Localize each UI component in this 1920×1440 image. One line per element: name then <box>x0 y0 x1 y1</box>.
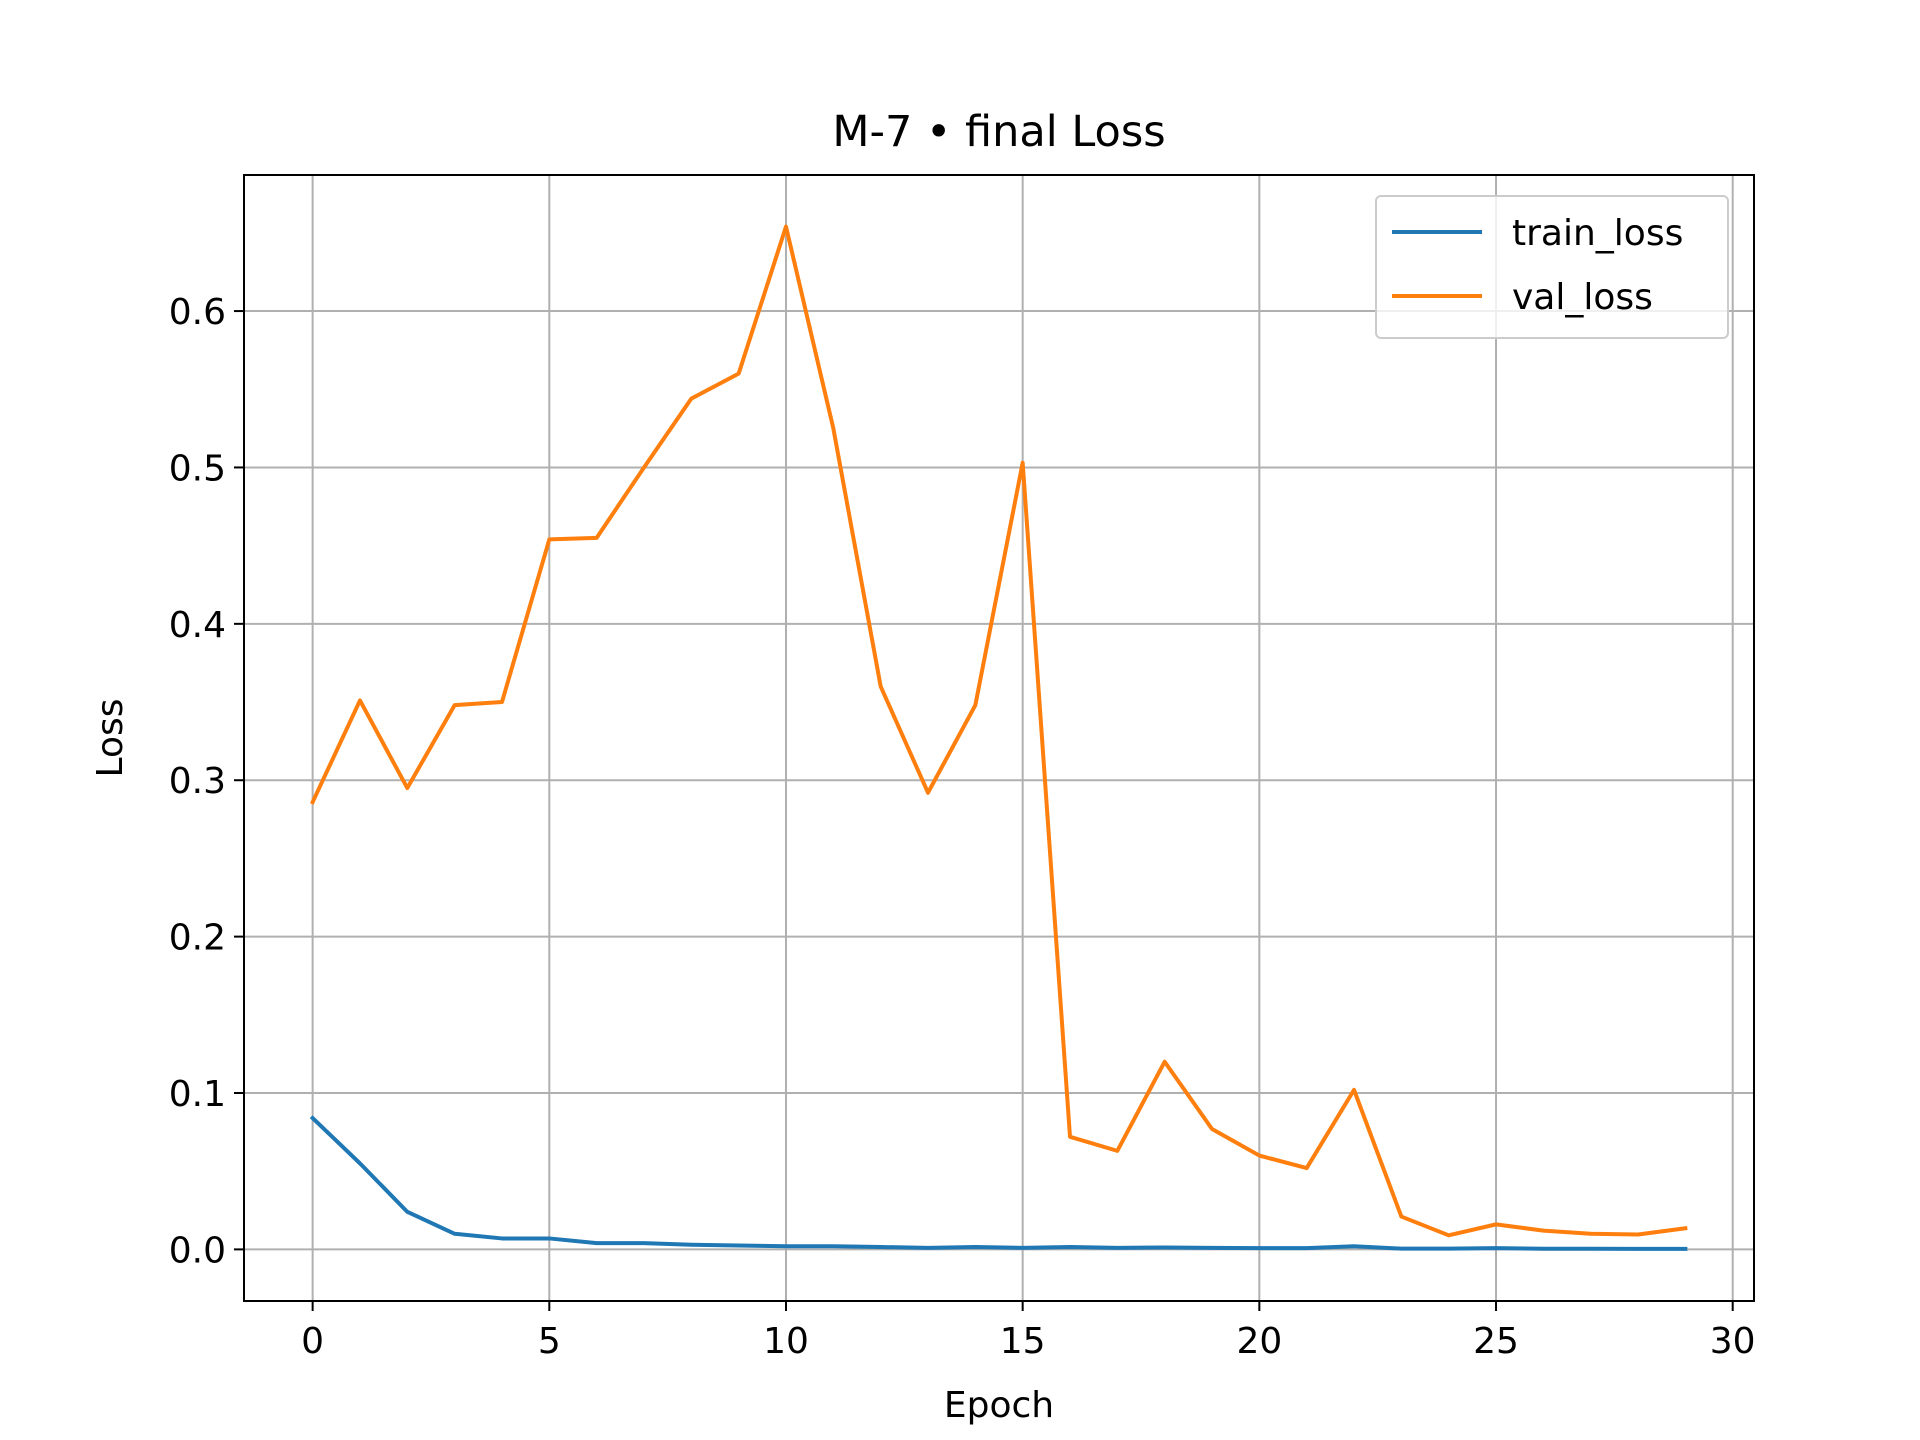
x-tick-label: 20 <box>1236 1321 1282 1362</box>
y-tick-label: 0.0 <box>169 1230 226 1271</box>
chart-title: M-7 • final Loss <box>832 107 1165 157</box>
axis-ticks: 0 5 10 15 20 25 30 0.0 0.1 0.2 0.3 0.4 0.5 0.6 <box>169 292 1756 1362</box>
x-tick-label: 15 <box>1000 1321 1046 1362</box>
y-tick-label: 0.2 <box>169 918 226 959</box>
series-line-train-loss <box>309 1115 1688 1251</box>
x-tick-label: 30 <box>1710 1321 1756 1362</box>
y-tick-label: 0.5 <box>169 448 226 489</box>
y-tick-label: 0.3 <box>169 761 226 802</box>
x-tick-label: 10 <box>763 1321 809 1362</box>
legend-label-val-loss: val_loss <box>1512 277 1653 318</box>
series-lines <box>309 224 1688 1251</box>
y-tick-label: 0.4 <box>169 605 226 646</box>
plot-frame <box>243 174 1755 1302</box>
grid <box>244 175 1754 1301</box>
legend-label-train-loss: train_loss <box>1512 213 1683 254</box>
x-axis-title: Epoch <box>944 1385 1054 1426</box>
x-tick-label: 0 <box>301 1321 324 1362</box>
series-line-val-loss <box>309 224 1688 1238</box>
x-tick-label: 25 <box>1473 1321 1519 1362</box>
x-tick-label: 5 <box>538 1321 561 1362</box>
y-axis-title: Loss <box>90 699 131 778</box>
y-tick-label: 0.1 <box>169 1074 226 1115</box>
y-tick-label: 0.6 <box>169 292 226 333</box>
legend: train_loss val_loss <box>1375 195 1729 339</box>
